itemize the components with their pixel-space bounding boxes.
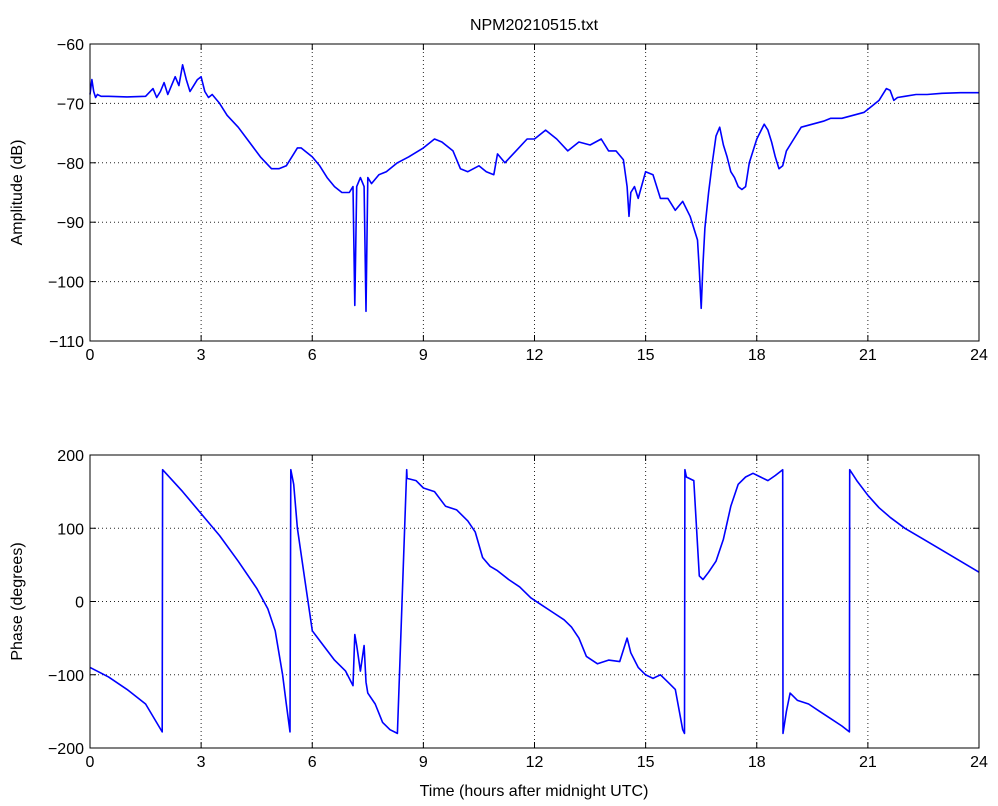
phase-grid [90, 455, 979, 748]
amplitude-y-tick-label: −100 [48, 275, 84, 292]
amplitude-x-tick-label: 3 [197, 347, 206, 364]
amplitude-series [89, 64, 979, 313]
amplitude-x-tick-label: 12 [526, 347, 544, 364]
phase-series [89, 468, 980, 735]
x-axis-label: Time (hours after midnight UTC) [420, 783, 649, 800]
amplitude-axes-frame [89, 43, 980, 342]
phase-y-tick-label: −200 [48, 741, 84, 758]
phase-x-tick-label: 12 [526, 754, 544, 771]
phase-panel: 0 3 6 9 12 15 18 21 24 200 100 0 −100 −200 Phase (deg… [9, 448, 988, 800]
phase-x-tick-label: 24 [970, 754, 988, 771]
amplitude-ticks: 0 3 6 9 12 15 18 21 24 −60 −70 −80 −90 −100 −110 [48, 37, 988, 364]
phase-ticks: 0 3 6 9 12 15 18 21 24 200 100 0 −100 −200 [48, 448, 988, 771]
amplitude-panel: NPM20210515.txt 0 3 6 9 12 15 18 21 24 −60 −70 −80 −… [9, 17, 988, 364]
phase-y-tick-label: 200 [57, 448, 84, 465]
amplitude-x-tick-label: 6 [308, 347, 317, 364]
phase-axes-frame [89, 454, 980, 749]
chart-title: NPM20210515.txt [470, 17, 599, 34]
amplitude-y-tick-label: −70 [57, 96, 84, 113]
amplitude-y-tick-label: −90 [57, 215, 84, 232]
phase-x-tick-label: 18 [748, 754, 766, 771]
phase-x-tick-label: 9 [419, 754, 428, 771]
phase-series-line [89, 468, 980, 735]
phase-y-tick-label: −100 [48, 668, 84, 685]
amplitude-y-tick-label: −80 [57, 156, 84, 173]
amplitude-series-line [89, 64, 979, 313]
phase-x-tick-label: 15 [637, 754, 655, 771]
amplitude-grid [90, 44, 979, 341]
amplitude-x-tick-label: 24 [970, 347, 988, 364]
amplitude-x-tick-label: 0 [86, 347, 95, 364]
amplitude-y-axis-label: Amplitude (dB) [9, 140, 26, 246]
phase-y-tick-label: 100 [57, 521, 84, 538]
phase-y-tick-label: 0 [75, 595, 84, 612]
amplitude-y-tick-label: −60 [57, 37, 84, 54]
amplitude-x-tick-label: 9 [419, 347, 428, 364]
amplitude-x-tick-label: 18 [748, 347, 766, 364]
phase-y-axis-label: Phase (degrees) [9, 542, 26, 660]
phase-x-tick-label: 6 [308, 754, 317, 771]
amplitude-x-tick-label: 15 [637, 347, 655, 364]
phase-x-tick-label: 0 [86, 754, 95, 771]
phase-x-tick-label: 3 [197, 754, 206, 771]
amplitude-x-tick-label: 21 [859, 347, 877, 364]
phase-x-tick-label: 21 [859, 754, 877, 771]
amplitude-y-tick-label: −110 [49, 334, 84, 351]
